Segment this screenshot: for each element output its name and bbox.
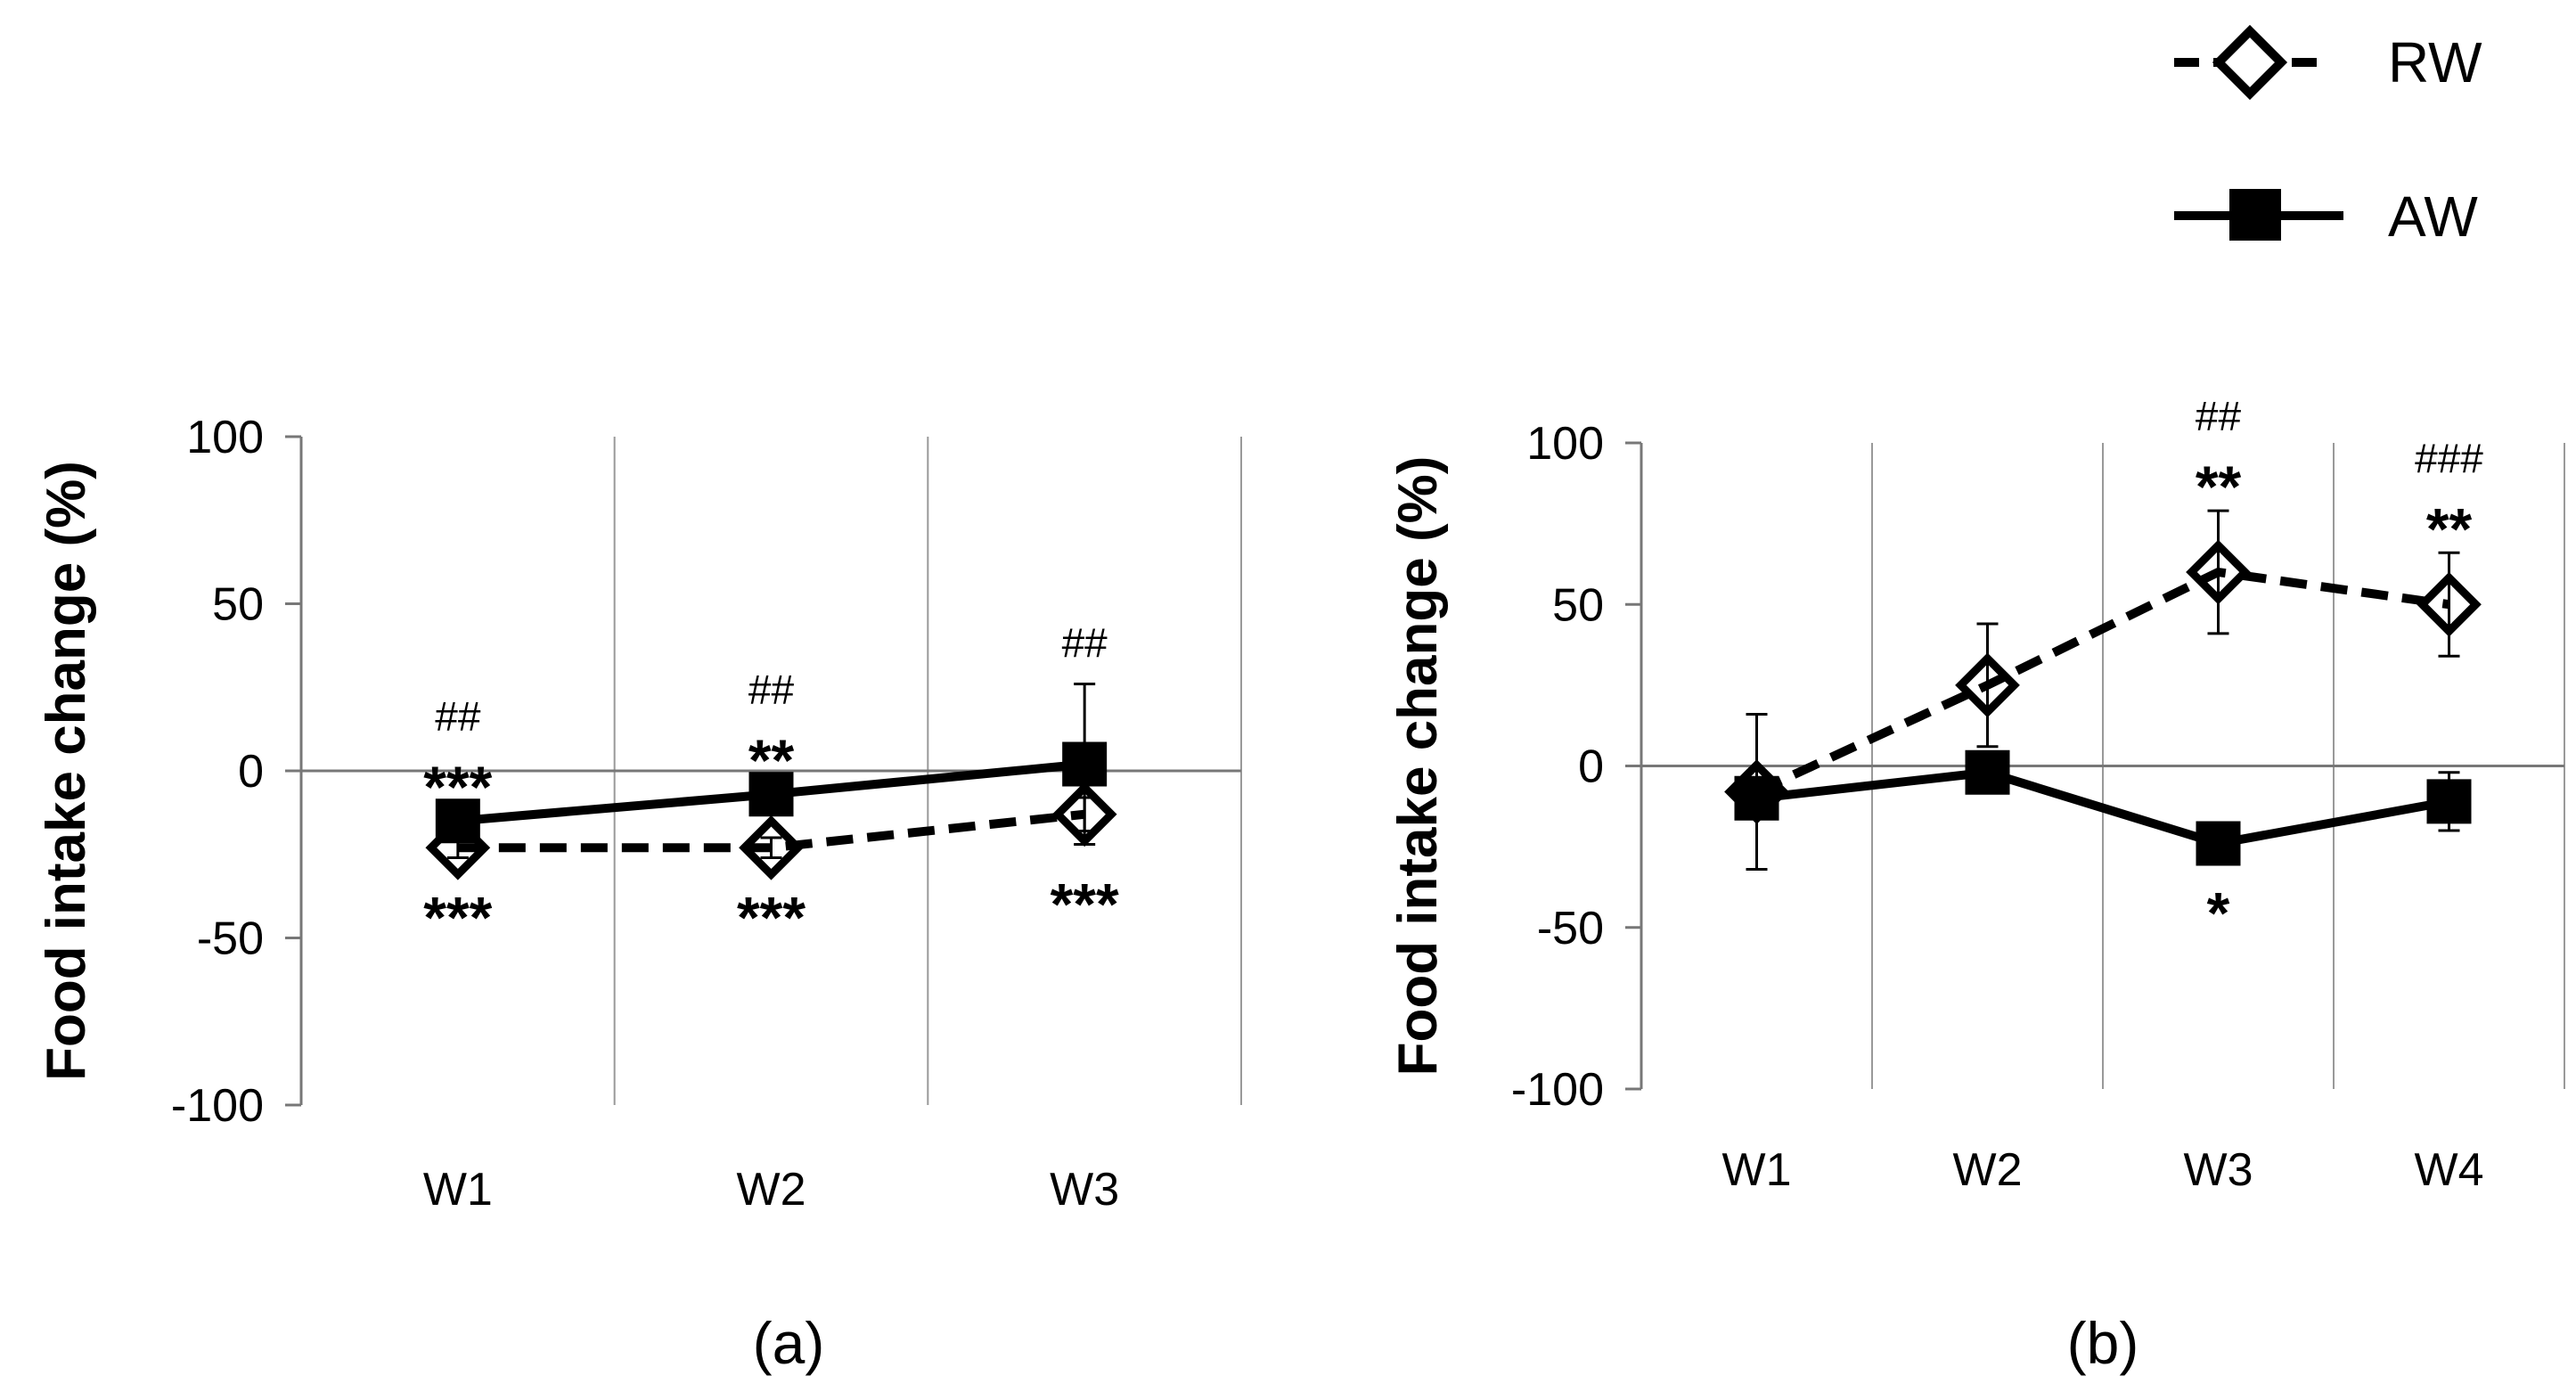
data-point-rw bbox=[1955, 652, 2020, 718]
data-point-aw bbox=[748, 772, 794, 817]
data-point-aw bbox=[1062, 741, 1108, 787]
series-rw bbox=[1724, 509, 2482, 871]
series-line-rw bbox=[1754, 567, 2450, 797]
panel-label: (b) bbox=[2067, 1310, 2139, 1376]
significance-stars: ** bbox=[2196, 454, 2242, 520]
y-axis-title: Food intake change (%) bbox=[36, 461, 97, 1081]
chart-panel-a: 100 50 0 -50 -100 W1 W2 W3 Food intake change (%… bbox=[36, 412, 1242, 1376]
x-tick-label: W3 bbox=[2184, 1144, 2253, 1196]
y-tick-label: 50 bbox=[1552, 579, 1604, 631]
significance-hash: ## bbox=[2196, 393, 2242, 439]
significance-stars: * bbox=[2207, 880, 2230, 946]
legend-label-rw: RW bbox=[2388, 30, 2482, 94]
panel-label: (a) bbox=[753, 1310, 825, 1376]
y-tick-label: -50 bbox=[197, 913, 264, 965]
x-tick-label: W1 bbox=[423, 1164, 493, 1216]
chart-panel-b: 100 50 0 -50 -100 W1 W2 W3 W4 Food intake change … bbox=[1387, 393, 2565, 1376]
y-tick-label: 0 bbox=[238, 746, 264, 798]
data-point-aw bbox=[1965, 749, 2010, 795]
data-point-aw bbox=[2196, 821, 2241, 866]
significance-stars: *** bbox=[423, 885, 492, 951]
legend-item-aw: AW bbox=[2174, 184, 2478, 249]
legend-item-rw: RW bbox=[2174, 24, 2482, 101]
x-tick-label: W3 bbox=[1050, 1164, 1119, 1216]
series-line-rw bbox=[457, 809, 1085, 853]
significance-hash: ## bbox=[435, 693, 481, 740]
y-tick-label: 100 bbox=[1526, 418, 1604, 470]
y-tick-label: -100 bbox=[171, 1080, 264, 1132]
legend-label-aw: AW bbox=[2388, 184, 2478, 249]
x-tick-label: W4 bbox=[2415, 1144, 2484, 1196]
significance-stars: ** bbox=[748, 727, 795, 793]
data-point-rw bbox=[739, 815, 804, 880]
significance-hash: ## bbox=[748, 667, 795, 713]
x-tick-label: W2 bbox=[1953, 1144, 2023, 1196]
data-point-aw bbox=[2426, 779, 2472, 824]
series-line-aw bbox=[1755, 767, 2450, 848]
series-rw bbox=[425, 782, 1117, 880]
legend: RW AW bbox=[2174, 24, 2482, 249]
x-tick-label: W2 bbox=[737, 1164, 806, 1216]
significance-stars: ** bbox=[2426, 495, 2473, 561]
data-point-rw bbox=[425, 815, 491, 880]
significance-hash: ### bbox=[2415, 435, 2483, 481]
y-tick-label: 100 bbox=[186, 412, 264, 463]
x-tick-label: W1 bbox=[1722, 1144, 1792, 1196]
significance-stars: *** bbox=[423, 754, 492, 820]
y-tick-label: 50 bbox=[212, 579, 264, 631]
significance-stars: *** bbox=[1051, 872, 1119, 937]
data-point-rw bbox=[1051, 782, 1117, 847]
y-tick-label: -50 bbox=[1537, 903, 1604, 954]
significance-stars: *** bbox=[737, 885, 806, 951]
significance-hash: ## bbox=[1062, 620, 1108, 667]
data-point-rw bbox=[2417, 571, 2482, 637]
y-tick-label: -100 bbox=[1511, 1064, 1604, 1116]
y-tick-label: 0 bbox=[1578, 741, 1604, 793]
data-point-rw bbox=[1724, 759, 1789, 824]
y-axis-title: Food intake change (%) bbox=[1387, 456, 1449, 1077]
data-point-rw bbox=[2186, 539, 2251, 605]
